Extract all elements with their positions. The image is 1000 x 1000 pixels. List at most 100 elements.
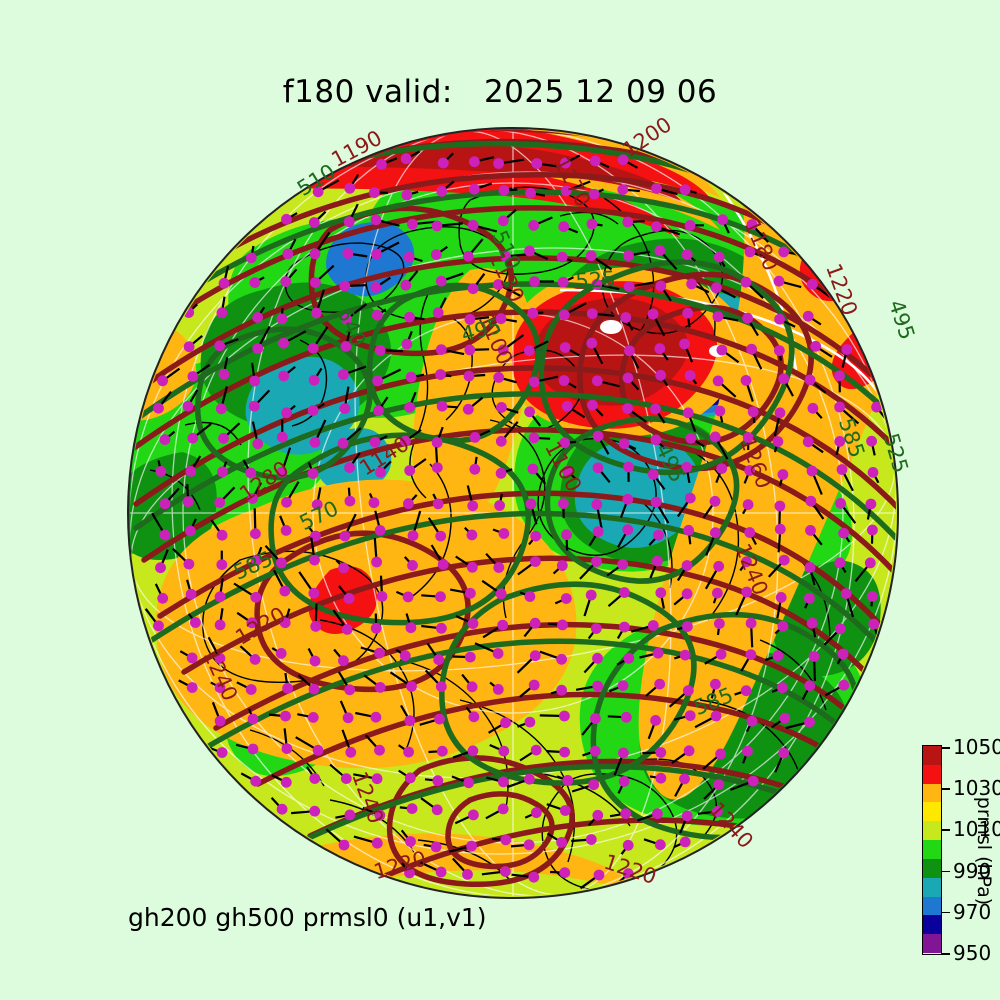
wind-barb-origin (371, 773, 383, 785)
wind-barb-origin (435, 681, 447, 692)
wind-barb-origin (371, 837, 383, 849)
wind-barb-origin (280, 710, 291, 722)
wind-barb-origin (681, 810, 693, 822)
wind-barb-origin (592, 430, 604, 442)
colorbar-title: prmsl (hPa) (973, 796, 995, 906)
wind-barb-origin (622, 372, 634, 384)
wind-barb-origin (623, 281, 635, 292)
wind-barb-origin (159, 434, 171, 445)
wind-barb-origin (588, 779, 600, 791)
wind-barb-origin (560, 185, 572, 197)
wind-barb-origin (834, 623, 846, 635)
wind-barb-origin (463, 370, 475, 382)
wind-barb-origin (585, 834, 597, 845)
wind-barb-origin (558, 221, 570, 233)
wind-barb-origin (214, 619, 226, 631)
wind-barb-origin (279, 617, 291, 629)
wind-barb-origin (650, 434, 662, 446)
wind-barb-origin (679, 836, 691, 848)
colorbar-tick (942, 870, 950, 873)
wind-barb-origin (655, 280, 667, 292)
wind-barb-origin (682, 685, 694, 696)
wind-barb-origin (340, 341, 352, 352)
wind-barb-origin (186, 682, 198, 693)
wind-barb-origin (654, 245, 666, 256)
wind-barb-origin (187, 371, 199, 382)
wind-barb-origin (310, 277, 321, 288)
wind-barb-origin (307, 342, 319, 354)
wind-barb-origin (715, 748, 726, 760)
wind-barb-origin (497, 619, 509, 631)
colorbar-tick (942, 911, 950, 914)
wind-barb-origin (281, 407, 292, 419)
wind-barb-origin (682, 407, 694, 419)
wind-barb-origin (155, 562, 166, 574)
colorbar-band-4 (923, 821, 941, 841)
wind-barb-origin (747, 406, 759, 418)
wind-barb-origin (214, 497, 226, 508)
wind-barb-origin (802, 310, 814, 322)
wind-barb-origin (468, 711, 480, 723)
wind-barb-origin (376, 159, 387, 170)
wind-barb-origin (497, 803, 509, 815)
wind-barb-origin (684, 710, 696, 721)
wind-barb-origin (467, 219, 479, 231)
wind-barb-origin (523, 839, 535, 851)
wind-barb-origin (214, 340, 226, 352)
colorbar-tick-label: 990 (953, 858, 992, 883)
wind-barb-origin (841, 344, 853, 355)
wind-barb-origin (218, 432, 229, 444)
colorbar-band-7 (923, 877, 941, 897)
wind-barb-origin (714, 618, 725, 629)
wind-barb-origin (652, 555, 663, 567)
wind-barb-origin (399, 650, 411, 662)
wind-barb-origin (774, 313, 785, 325)
wind-barb-origin (559, 867, 571, 878)
wind-barb-origin (250, 775, 262, 787)
wind-barb-origin (652, 647, 664, 659)
wind-barb-origin (370, 711, 382, 723)
wind-barb-origin (742, 312, 753, 324)
wind-barb-origin (375, 466, 386, 478)
wind-barb-origin (464, 344, 476, 356)
wind-barb-origin (651, 221, 662, 233)
wind-barb-origin (527, 463, 539, 475)
wind-barb-origin (655, 369, 667, 381)
wind-barb-origin (835, 498, 846, 509)
wind-barb-origin (778, 747, 790, 759)
wind-barb-origin (618, 747, 629, 759)
wind-barb-origin (777, 469, 789, 480)
wind-barb-origin (685, 432, 697, 444)
wind-barb-origin (556, 837, 567, 848)
wind-barb-origin (710, 710, 722, 722)
wind-barb-origin (681, 461, 692, 473)
wind-barb-origin (591, 556, 602, 567)
wind-barb-origin (559, 710, 570, 722)
wind-barb-origin (308, 374, 320, 386)
wind-barb-origin (871, 401, 882, 413)
wind-barb-origin (157, 592, 169, 604)
wind-barb-origin (406, 681, 417, 692)
wind-barb-origin (684, 492, 696, 504)
wind-barb-origin (432, 498, 444, 510)
wind-barb-origin (214, 715, 226, 727)
wind-barb-origin (559, 746, 570, 758)
wind-barb-origin (530, 556, 541, 567)
wind-barb-origin (216, 529, 228, 541)
wind-barb-origin (374, 682, 386, 693)
wind-barb-origin (681, 588, 693, 600)
wind-barb-origin (282, 248, 294, 260)
wind-barb-origin (276, 803, 288, 815)
figure-caption: gh200 gh500 prmsl0 (u1,v1) (128, 903, 487, 932)
wind-barb-origin (590, 623, 602, 634)
wind-barb-origin (495, 467, 507, 479)
colorbar-band-5 (923, 840, 941, 859)
wind-barb-origin (405, 836, 416, 847)
wind-barb-origin (462, 250, 474, 262)
wind-barb-origin (592, 652, 603, 664)
wind-barb-origin (250, 528, 261, 540)
wind-barb-origin (494, 500, 505, 511)
colorbar[interactable]: 1050 1030 1010 990 970 950 prmsl (hPa) (922, 735, 1000, 965)
wind-barb-origin (435, 344, 447, 355)
